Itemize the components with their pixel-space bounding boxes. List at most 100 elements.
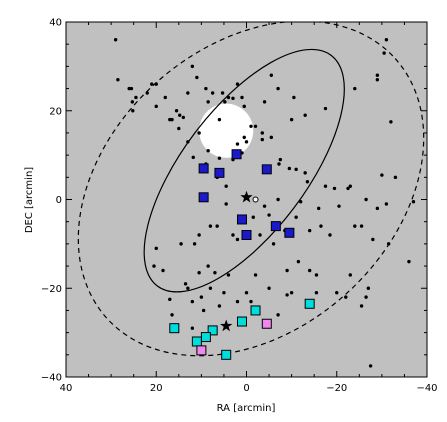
data-point-dot — [113, 38, 118, 42]
data-point-dot — [294, 215, 298, 219]
open-circle-marker — [252, 196, 259, 203]
data-point-dot — [168, 297, 172, 302]
data-point-dot — [364, 295, 368, 299]
data-point-dot — [145, 91, 149, 95]
data-point-dot — [359, 224, 364, 228]
data-point-dot — [276, 197, 280, 202]
data-point-dot — [242, 135, 246, 140]
x-tick-label: 40 — [60, 383, 73, 394]
data-point-dot — [192, 242, 197, 246]
data-point-dot — [150, 82, 154, 86]
data-point-dot — [271, 242, 276, 246]
data-point-square — [236, 316, 247, 327]
data-point-dot — [253, 124, 258, 128]
data-point-dot — [269, 135, 274, 140]
data-point-dot — [217, 117, 222, 122]
data-point-dot — [249, 299, 253, 304]
data-point-square — [191, 336, 202, 347]
data-point-dot — [197, 131, 201, 135]
data-point-dot — [366, 286, 371, 290]
data-point-dot — [323, 106, 328, 111]
x-tick-label: −20 — [326, 383, 347, 394]
data-point-dot — [235, 82, 240, 86]
data-point-dot — [382, 51, 386, 55]
data-point-dot — [380, 173, 384, 177]
masked-region — [199, 103, 254, 158]
data-point-dot — [411, 200, 416, 204]
y-axis-label: DEC [arcmin] — [24, 167, 35, 233]
data-point-dot — [319, 224, 323, 228]
data-point-square — [261, 318, 272, 329]
data-point-square — [200, 332, 211, 343]
data-point-square — [214, 167, 225, 178]
data-point-dot — [375, 77, 380, 82]
data-point-dot — [298, 200, 303, 204]
data-point-dot — [163, 95, 167, 100]
data-point-dot — [154, 82, 158, 86]
data-point-dot — [287, 166, 292, 171]
data-point-dot — [277, 162, 281, 166]
data-point-square — [221, 349, 232, 360]
data-point-dot — [249, 124, 253, 128]
data-point-dot — [168, 117, 172, 122]
data-point-dot — [217, 156, 222, 160]
data-point-dot — [186, 140, 190, 144]
data-point-dot — [186, 91, 190, 95]
data-point-dot — [206, 148, 210, 153]
data-point-square — [198, 192, 209, 203]
data-point-dot — [384, 202, 389, 206]
data-point-square — [169, 323, 180, 334]
x-tick-label: 20 — [150, 383, 163, 394]
data-point-dot — [235, 237, 240, 242]
data-point-dot — [348, 273, 352, 277]
data-point-dot — [346, 186, 350, 191]
data-point-dot — [178, 113, 182, 117]
data-point-dot — [353, 86, 357, 91]
star-marker — [240, 190, 253, 203]
data-point-dot — [323, 184, 328, 188]
x-tick-label: 0 — [243, 383, 249, 394]
data-point-dot — [364, 197, 368, 202]
data-point-dot — [314, 273, 319, 277]
y-tick-label: −40 — [41, 373, 62, 384]
x-tick-label: −40 — [416, 383, 437, 394]
data-point-square — [261, 164, 272, 175]
data-point-square — [207, 325, 218, 336]
data-point-dot — [177, 126, 181, 131]
data-point-dot — [260, 137, 264, 142]
data-point-dot — [353, 224, 357, 228]
data-point-dot — [242, 104, 246, 109]
data-point-dot — [384, 38, 389, 42]
data-point-dot — [240, 95, 244, 100]
data-point-dot — [258, 233, 262, 237]
data-point-dot — [190, 64, 195, 69]
data-point-dot — [371, 237, 375, 242]
data-point-dot — [307, 228, 312, 233]
data-point-dot — [267, 213, 271, 217]
data-point-square — [236, 214, 247, 225]
data-point-dot — [161, 268, 165, 273]
data-point-dot — [344, 295, 348, 299]
data-point-dot — [317, 206, 321, 211]
data-point-dot — [375, 206, 380, 211]
data-point-dot — [217, 304, 222, 308]
data-point-dot — [179, 242, 183, 246]
data-point-dot — [129, 86, 134, 91]
data-point-dot — [289, 117, 294, 122]
data-point-dot — [199, 295, 204, 299]
data-point-dot — [152, 264, 156, 268]
data-point-dot — [251, 215, 255, 219]
data-point-dot — [262, 100, 267, 104]
data-point-dot — [292, 95, 296, 100]
data-point-dot — [190, 299, 195, 304]
data-point-dot — [303, 113, 307, 117]
data-point-dot — [305, 180, 310, 184]
data-point-dot — [213, 271, 217, 275]
data-point-dot — [231, 233, 235, 237]
data-point-dot — [206, 100, 210, 104]
data-point-dot — [174, 109, 179, 113]
data-point-dot — [337, 204, 341, 208]
data-point-dot — [210, 91, 215, 95]
data-point-dot — [154, 246, 158, 251]
data-point-dot — [208, 224, 213, 228]
